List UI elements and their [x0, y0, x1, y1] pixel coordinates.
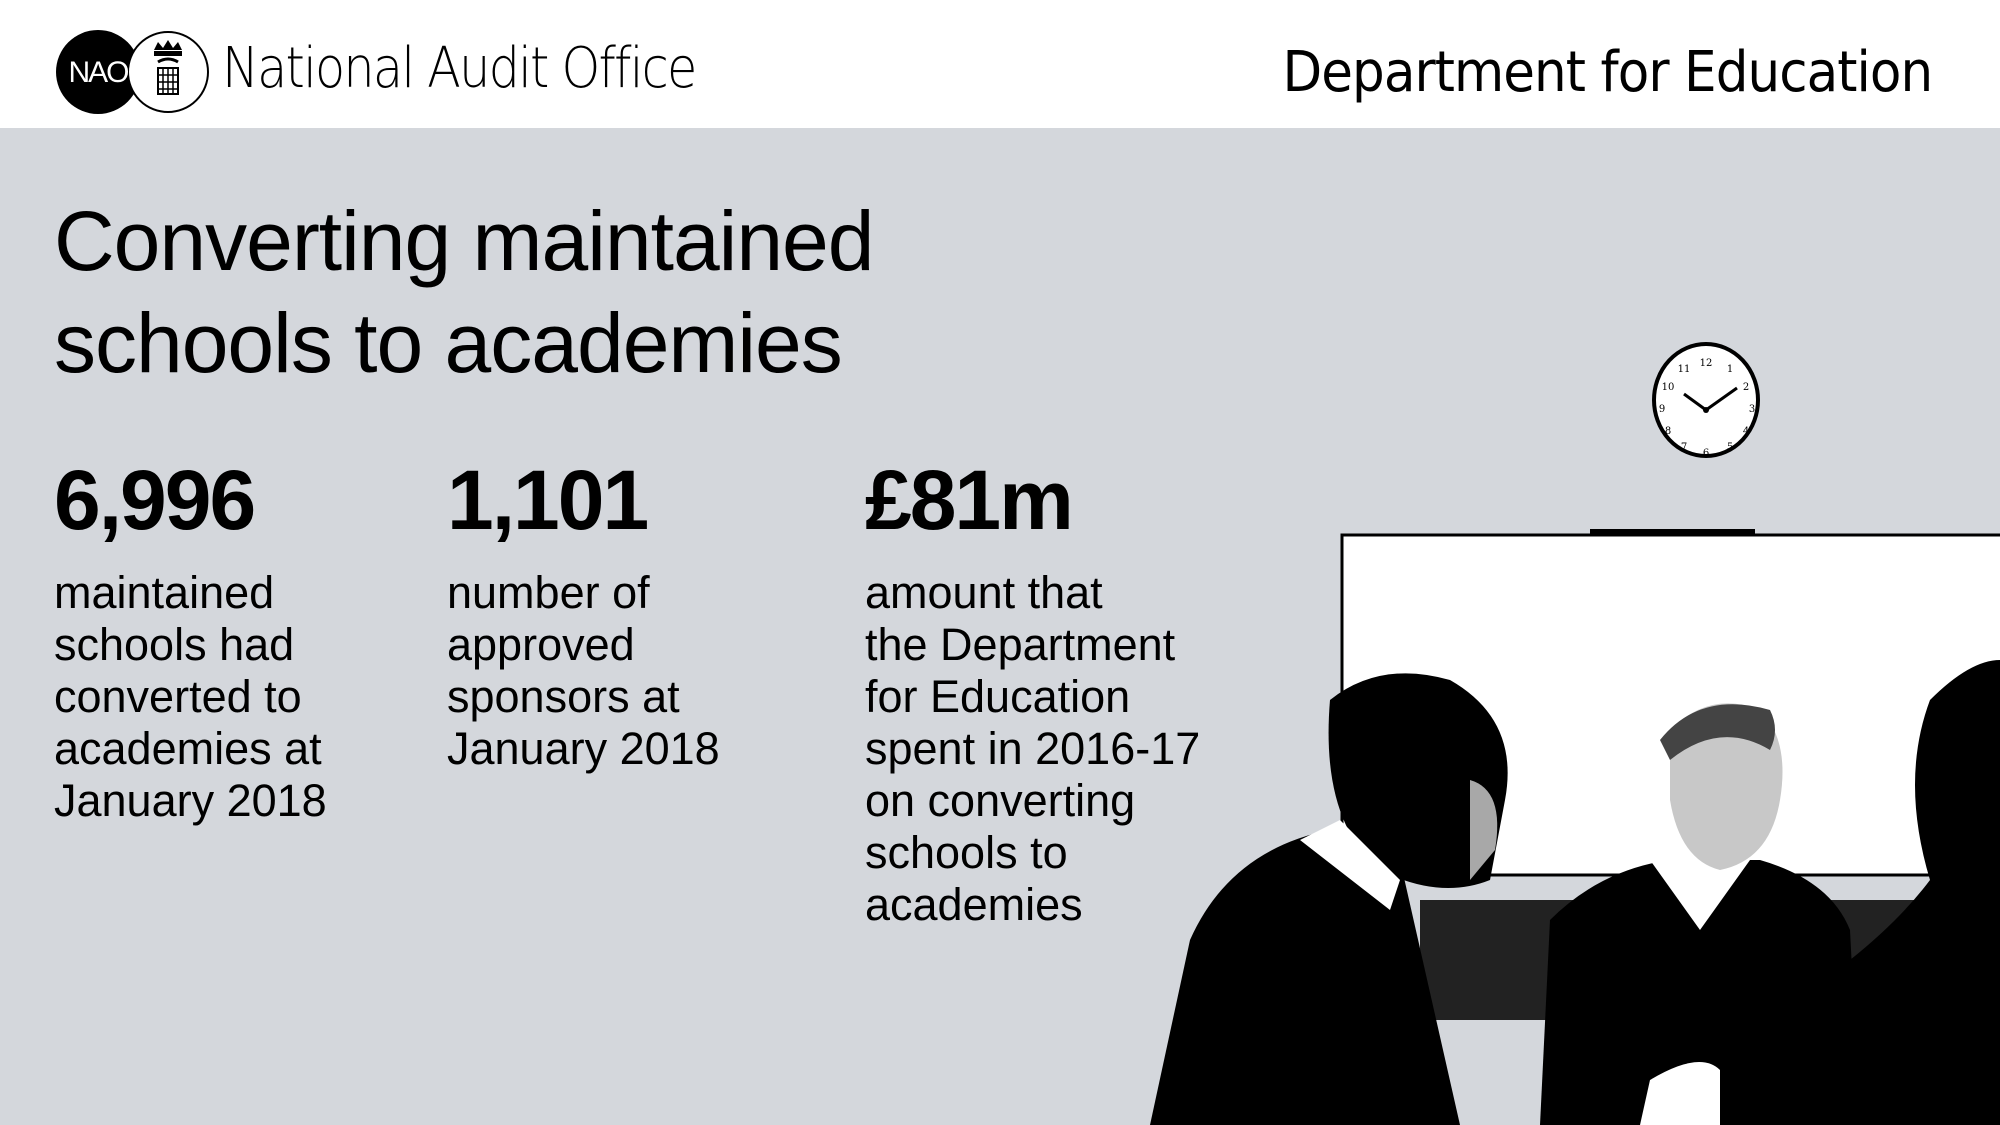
- stat-converted-schools: 6,996 maintained schools had converted t…: [54, 455, 327, 827]
- desc-line: amount that: [865, 567, 1103, 618]
- desc-line: converted to: [54, 671, 302, 722]
- desc-line: academies at: [54, 723, 322, 774]
- desc-line: for Education: [865, 671, 1131, 722]
- stat-description: number of approved sponsors at January 2…: [447, 567, 720, 775]
- header: NAO National Audit Office Department for…: [0, 0, 2000, 128]
- desc-line: the Department: [865, 619, 1176, 670]
- stat-conversion-spend: £81m amount that the Department for Educ…: [865, 455, 1200, 931]
- svg-text:9: 9: [1659, 404, 1665, 415]
- svg-text:4: 4: [1743, 426, 1749, 437]
- desc-line: approved: [447, 619, 635, 670]
- desc-line: sponsors at: [447, 671, 680, 722]
- stat-description: amount that the Department for Education…: [865, 567, 1200, 931]
- svg-text:8: 8: [1665, 426, 1671, 437]
- student-left: [1150, 673, 1508, 1125]
- svg-text:NAO: NAO: [68, 56, 128, 89]
- desc-line: maintained: [54, 567, 275, 618]
- page-title: Converting maintained schools to academi…: [54, 190, 874, 394]
- stat-value: 1,101: [447, 453, 649, 547]
- svg-text:6: 6: [1703, 448, 1709, 459]
- student-right: [1830, 660, 2000, 1125]
- svg-text:7: 7: [1681, 442, 1687, 453]
- svg-text:1: 1: [1727, 364, 1733, 375]
- stat-value: 6,996: [54, 453, 256, 547]
- desc-line: January 2018: [54, 775, 327, 826]
- desc-line: number of: [447, 567, 650, 618]
- portcullis-crown-icon: [154, 40, 182, 95]
- stat-description: maintained schools had converted to acad…: [54, 567, 327, 827]
- title-line: schools to academies: [54, 296, 843, 390]
- desc-line: January 2018: [447, 723, 720, 774]
- svg-text:12: 12: [1700, 358, 1713, 369]
- stat-value: £81m: [865, 453, 1074, 547]
- svg-text:3: 3: [1749, 404, 1755, 415]
- desc-line: spent in 2016-17: [865, 723, 1201, 774]
- desc-line: schools had: [54, 619, 295, 670]
- desc-line: on converting: [865, 775, 1136, 826]
- title-line: Converting maintained: [54, 194, 874, 288]
- desc-line: academies: [865, 879, 1083, 930]
- nao-logo: NAO: [56, 30, 209, 114]
- svg-text:2: 2: [1743, 382, 1749, 393]
- student-centre: [1540, 703, 1860, 1125]
- org-name: National Audit Office: [222, 36, 697, 101]
- department-name: Department for Education: [1282, 40, 1933, 105]
- svg-text:10: 10: [1662, 382, 1675, 393]
- svg-text:5: 5: [1727, 442, 1733, 453]
- stat-approved-sponsors: 1,101 number of approved sponsors at Jan…: [447, 455, 720, 775]
- desc-line: schools to: [865, 827, 1068, 878]
- svg-text:11: 11: [1678, 364, 1691, 375]
